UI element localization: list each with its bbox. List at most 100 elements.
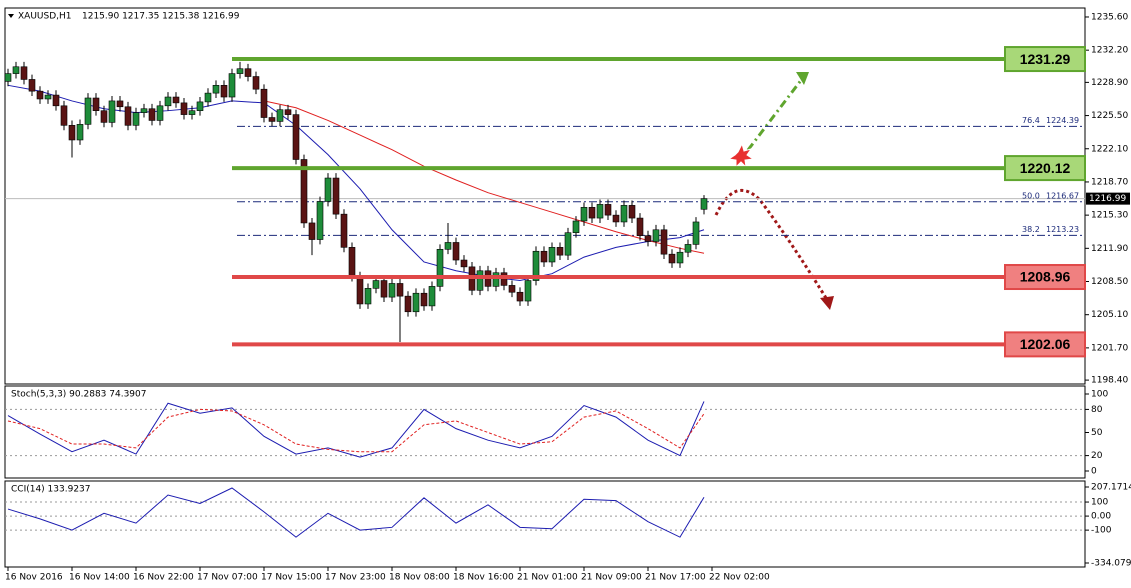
candle-body bbox=[516, 291, 524, 302]
candle-body bbox=[308, 222, 316, 240]
candle-body bbox=[316, 201, 324, 240]
candle-body bbox=[108, 100, 116, 123]
x-tick-label: 18 Nov 16:00 bbox=[453, 573, 514, 583]
candle-body bbox=[76, 124, 84, 141]
candle-body bbox=[236, 68, 244, 74]
candle-body bbox=[92, 97, 100, 111]
candle-body bbox=[124, 106, 132, 126]
y-tick-label: 1228.90 bbox=[1091, 78, 1128, 88]
stoch-line bbox=[7, 408, 705, 453]
candle-body bbox=[340, 213, 348, 248]
candle-body bbox=[412, 292, 420, 313]
x-tick-label: 21 Nov 17:00 bbox=[645, 573, 706, 583]
candle-body bbox=[452, 242, 460, 261]
menu-arrow bbox=[8, 14, 14, 18]
candle-body bbox=[156, 105, 164, 121]
up-arrow bbox=[746, 74, 807, 151]
x-tick-label: 16 Nov 22:00 bbox=[133, 573, 194, 583]
level-box bbox=[1004, 46, 1086, 73]
y-tick-label: 1235.60 bbox=[1091, 12, 1128, 22]
y-tick-label: 1222.10 bbox=[1091, 144, 1128, 154]
ohlc: 1215.90 1217.35 1215.38 1216.99 bbox=[82, 12, 240, 22]
candle-body bbox=[580, 207, 588, 222]
candle-body bbox=[164, 96, 172, 107]
candle-body bbox=[324, 177, 332, 202]
candle-body bbox=[292, 114, 300, 160]
candle-body bbox=[300, 159, 308, 224]
candle-body bbox=[692, 221, 700, 245]
level-label: 1208.96 bbox=[1020, 269, 1071, 285]
fib-ratio: 76.4 bbox=[1022, 116, 1040, 125]
candle-body bbox=[20, 66, 28, 80]
candle-body bbox=[364, 288, 372, 305]
stoch-panel bbox=[4, 385, 1086, 479]
candle-body bbox=[508, 285, 516, 293]
candle-body bbox=[380, 280, 388, 298]
candle-body bbox=[620, 205, 628, 223]
candle-body bbox=[540, 250, 548, 263]
cci-panel bbox=[4, 480, 1086, 568]
y-tick-label: 1225.50 bbox=[1091, 111, 1128, 121]
candle-body bbox=[644, 235, 652, 242]
candle-body bbox=[596, 204, 604, 219]
x-tick-label: 21 Nov 01:00 bbox=[517, 573, 578, 583]
candle-body bbox=[244, 68, 252, 77]
candle-body bbox=[676, 251, 684, 264]
level-box bbox=[1004, 155, 1086, 182]
current-price-label: 1216.99 bbox=[1089, 194, 1126, 204]
y-tick-label: 100 bbox=[1091, 390, 1108, 400]
candle-body bbox=[556, 247, 564, 256]
y-tick-label: -334.0790 bbox=[1091, 558, 1131, 568]
candle-body bbox=[524, 280, 532, 302]
symbol: XAUUSD,H1 bbox=[18, 12, 72, 22]
candle-body bbox=[252, 76, 260, 90]
x-tick-label: 21 Nov 09:00 bbox=[581, 573, 642, 583]
stoch-title: Stoch(5,3,3) 90.2883 74.3907 bbox=[11, 390, 146, 400]
candle-body bbox=[476, 270, 484, 291]
candle-body bbox=[84, 97, 92, 125]
fib-value: 1213.23 bbox=[1046, 225, 1079, 234]
y-tick-label: 1201.70 bbox=[1091, 343, 1128, 353]
candle-body bbox=[636, 217, 644, 236]
main-panel bbox=[4, 7, 1086, 385]
candle-body bbox=[420, 292, 428, 307]
candle-body bbox=[132, 112, 140, 126]
candle-body bbox=[700, 198, 708, 210]
candle-body bbox=[500, 272, 508, 286]
candle-body bbox=[564, 232, 572, 256]
candle-body bbox=[332, 177, 340, 215]
candle-body bbox=[52, 94, 60, 107]
candle-body bbox=[228, 73, 236, 98]
candle-body bbox=[276, 109, 284, 122]
candle-body bbox=[116, 100, 124, 108]
candle-body bbox=[44, 94, 52, 100]
candle-body bbox=[356, 276, 364, 305]
candle-body bbox=[268, 117, 276, 122]
down-arrow bbox=[714, 189, 828, 299]
x-tick-label: 18 Nov 08:00 bbox=[389, 573, 450, 583]
candle-body bbox=[68, 125, 76, 141]
fib-ratio: 38.2 bbox=[1022, 225, 1040, 234]
candle-body bbox=[196, 101, 204, 111]
down-arrow-head bbox=[820, 296, 834, 310]
level-box bbox=[1004, 264, 1086, 291]
y-tick-label: 1232.20 bbox=[1091, 46, 1128, 56]
candle-body bbox=[628, 205, 636, 219]
candle-body bbox=[388, 283, 396, 298]
y-tick-label: 80 bbox=[1091, 405, 1103, 415]
moving-average bbox=[263, 100, 705, 254]
fib-ratio: 50.0 bbox=[1022, 191, 1040, 200]
candle-body bbox=[148, 108, 156, 121]
cci-line bbox=[7, 487, 705, 538]
up-arrow-head bbox=[796, 72, 809, 85]
candle-body bbox=[372, 280, 380, 289]
candle-body bbox=[220, 85, 228, 98]
x-tick-label: 16 Nov 14:00 bbox=[69, 573, 130, 583]
y-tick-label: 1208.50 bbox=[1091, 277, 1128, 287]
level-box bbox=[1004, 331, 1086, 358]
candle-body bbox=[436, 248, 444, 287]
current-price-box bbox=[1086, 192, 1130, 205]
candle-body bbox=[180, 102, 188, 115]
